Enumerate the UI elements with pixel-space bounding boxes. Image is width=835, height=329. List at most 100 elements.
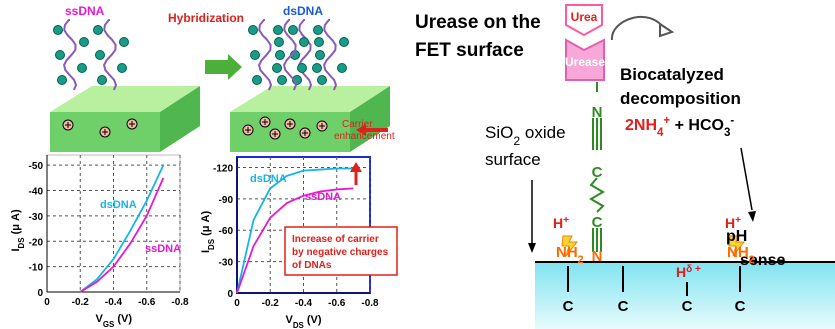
chain-atom: N [592, 104, 603, 121]
carbon: C [618, 298, 629, 315]
lightning [562, 236, 744, 256]
y-axis-label-part: (μ A) [10, 209, 22, 237]
series-label: ssDNA [305, 191, 341, 203]
hybridization-arrow [205, 54, 242, 80]
nucleotide [289, 26, 298, 35]
note-text-part: Increase of carrier [292, 234, 379, 245]
nucleotide [298, 64, 307, 73]
series-label: ssDNA [145, 243, 181, 255]
carbon-part: C [735, 298, 746, 315]
bio-label-part: Biocatalyzed [620, 65, 724, 84]
oxide-label: surface [485, 150, 541, 169]
x-axis-label-part: DS [293, 321, 304, 329]
x-axis-label-part: (V) [304, 314, 322, 326]
chain-atom: C [592, 164, 603, 181]
h-plus-part: + [735, 215, 741, 226]
h-plus: H+ [553, 215, 569, 232]
curved-arrow [612, 17, 665, 40]
note-text: by negative charges [292, 247, 389, 258]
y-tick-label: -30 [219, 258, 234, 269]
hybridization-label: Hybridization [168, 11, 244, 25]
oxide-label-part: surface [485, 150, 541, 169]
y-tick-label: -60 [219, 226, 234, 237]
x-tick-label: -0.6 [328, 298, 346, 309]
hybridization-label-part: Hybridization [168, 11, 244, 25]
x-tick-label: -0.6 [138, 297, 156, 308]
note-text-part: of DNAs [292, 260, 332, 271]
note-text-part: by negative charges [292, 247, 389, 258]
title-part: Urease on the [415, 12, 541, 33]
nucleotide [94, 26, 103, 35]
urease-label-part: Urease [565, 55, 605, 69]
x-axis-label-part: GS [103, 320, 114, 329]
y-tick-label: -120 [213, 163, 233, 174]
y-axis-label-part: (μ A) [200, 211, 212, 239]
oxide-label-part: oxide [520, 123, 565, 142]
nucleotide [54, 26, 63, 35]
x-tick-label: -0.2 [262, 298, 280, 309]
note-text: of DNAs [292, 260, 332, 271]
carbon: C [682, 298, 693, 315]
dsdna-label-part: dsDNA [283, 4, 323, 18]
h-delta-part: H [676, 264, 686, 280]
ssdna-label: ssDNA [65, 4, 105, 18]
nucleotide [118, 64, 127, 73]
y-axis-label: IDS (μ A) [200, 211, 216, 253]
nucleotide [58, 76, 67, 85]
ph-arrow [741, 148, 752, 210]
nucleotide [274, 26, 283, 35]
nucleotide [275, 38, 284, 47]
urea-label-part: Urea [571, 10, 598, 24]
dsdna-label: dsDNA [283, 4, 323, 18]
urease-label: Urease [565, 55, 605, 69]
y-tick-label: 0 [37, 288, 43, 299]
chain-atom-part: N [592, 248, 603, 265]
y-tick-label: 0 [227, 289, 233, 300]
slab-ssdna [50, 86, 200, 152]
oxide-label-part: SiO [485, 123, 513, 142]
products-part: 3 [724, 127, 730, 139]
h-plus-part: H [725, 215, 735, 231]
nucleotide [318, 76, 327, 85]
y-axis-label-part: DS [17, 237, 26, 248]
nh2-part: NH [727, 244, 749, 261]
nucleotide [314, 26, 323, 35]
carbon-part: C [682, 298, 693, 315]
oxide-label: SiO2 oxide [485, 123, 566, 148]
products-part: - [730, 115, 734, 127]
nucleotide [80, 38, 89, 47]
nh2-part: NH [556, 244, 578, 261]
h-plus-part: H [553, 215, 563, 231]
products-part: 2NH [625, 117, 657, 134]
x-axis-label-part: (V) [114, 313, 132, 325]
carbon: C [735, 298, 746, 315]
x-tick-label: 0 [44, 297, 50, 308]
x-tick-label: -0.2 [72, 297, 90, 308]
carrier-label: enhancement [334, 131, 395, 142]
series-label: dsDNA [250, 173, 287, 185]
nucleotide [56, 51, 65, 60]
nucleotide [338, 64, 347, 73]
nucleotide [300, 38, 309, 47]
chain-atom-part: C [592, 214, 603, 231]
chain-atom-part: N [592, 104, 603, 121]
nucleotide [98, 76, 107, 85]
carbon: C [563, 298, 574, 315]
series-label: dsDNA [100, 199, 137, 211]
nucleotide [96, 51, 105, 60]
title: FET surface [415, 40, 524, 61]
y-tick-label: -10 [29, 263, 44, 274]
products-part: 4 [657, 127, 664, 139]
y-axis-label-part: DS [207, 239, 216, 250]
bio-label: Biocatalyzed [620, 65, 724, 84]
x-tick-label: -0.8 [361, 298, 379, 309]
x-tick-label: 0 [234, 298, 240, 309]
nucleotide [78, 64, 87, 73]
x-tick-label: -0.4 [295, 298, 313, 309]
carrier-label-part: Carrier [342, 119, 373, 130]
carrier-label-part: enhancement [334, 131, 395, 142]
y-tick-label: -50 [29, 161, 44, 172]
figure: ssDNA Hybridization dsDNA Carrierenhancemen… [0, 0, 835, 329]
nh2-part: 2 [749, 254, 755, 266]
carbon-part: C [618, 298, 629, 315]
